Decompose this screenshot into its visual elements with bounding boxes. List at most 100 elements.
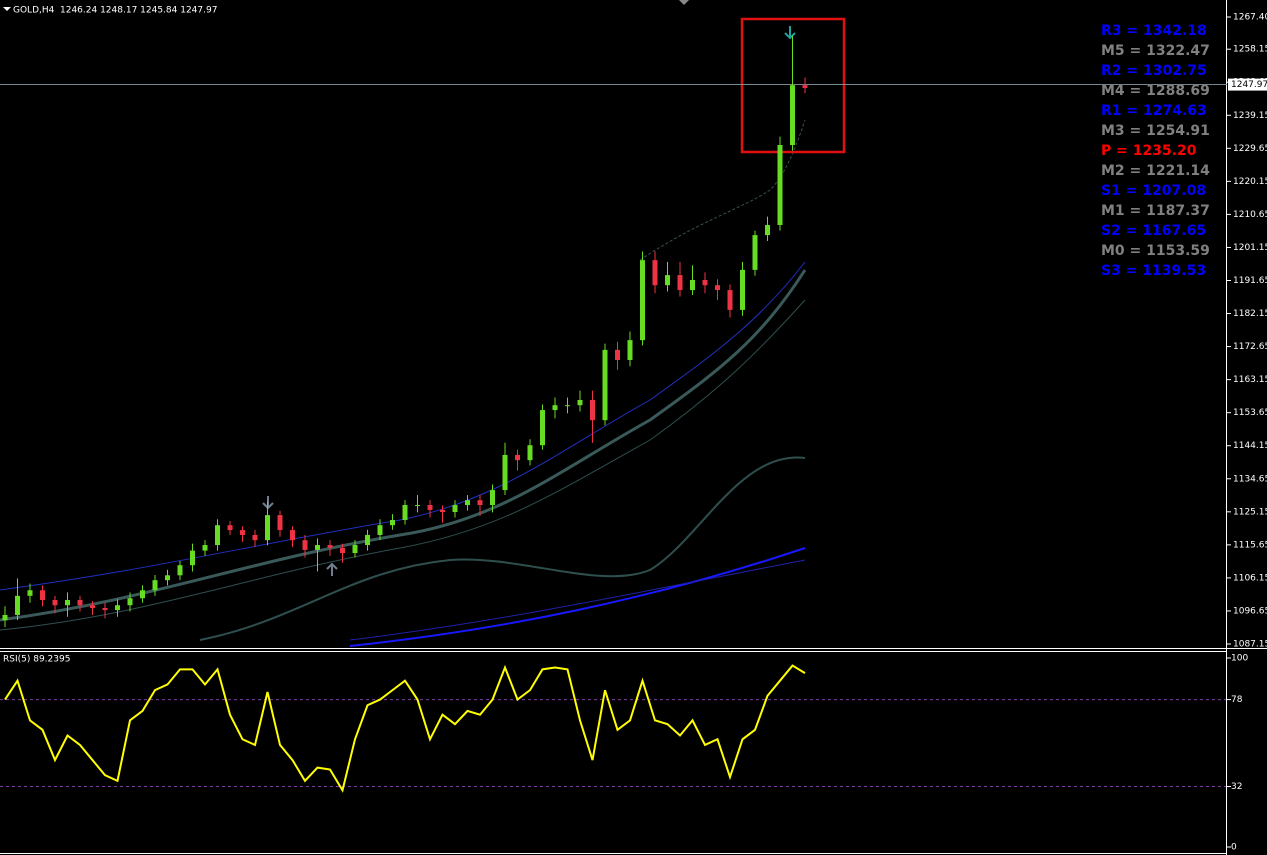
candle-body	[765, 225, 770, 236]
candle-body	[377, 525, 383, 535]
pivot-level: M2 = 1221.14	[1101, 163, 1210, 179]
candle-body	[40, 590, 45, 600]
price-tick-label: 1182.15	[1233, 309, 1267, 319]
price-tick-label: 1125.15	[1233, 507, 1267, 517]
candle-body	[677, 275, 683, 291]
candle-body	[565, 405, 570, 407]
candle-body	[127, 598, 133, 606]
candle-body	[90, 605, 95, 608]
price-tick-label: 1220.15	[1233, 177, 1267, 187]
candle-body	[265, 515, 270, 541]
candle-body	[365, 534, 370, 546]
price-tick-label: 1144.15	[1233, 441, 1267, 451]
ma-band	[0, 299, 806, 631]
candle-body	[515, 454, 520, 461]
price-tick-label: 1239.15	[1233, 111, 1267, 121]
candle-body	[540, 410, 545, 446]
ma-band	[0, 269, 807, 622]
candle-body	[790, 85, 795, 146]
candle-body	[177, 565, 183, 576]
price-tick-label: 1106.15	[1233, 573, 1267, 583]
candle-body	[152, 580, 158, 591]
candle-body	[215, 525, 220, 546]
candle-body	[227, 525, 233, 531]
candle-body	[502, 454, 508, 491]
candle-body	[327, 545, 333, 548]
price-tick-label: 1096.65	[1233, 606, 1267, 616]
rsi-line	[4, 664, 806, 793]
candle-body	[27, 590, 33, 596]
price-tick-label: 1258.15	[1233, 45, 1267, 55]
candle-body	[340, 547, 345, 554]
candle-body	[602, 349, 608, 421]
candle-body	[315, 545, 320, 550]
candle-body	[777, 145, 783, 226]
pivot-level: S2 = 1167.65	[1101, 223, 1206, 239]
candle-body	[415, 505, 420, 507]
pivot-level: M1 = 1187.37	[1101, 203, 1210, 219]
candle-body	[115, 605, 120, 611]
pivot-level: M3 = 1254.91	[1101, 123, 1210, 139]
pivot-level: S1 = 1207.08	[1101, 183, 1206, 199]
fractal-arrow	[784, 26, 796, 40]
ohlc: 1246.24 1248.17 1245.84 1247.97	[60, 6, 217, 16]
candle-body	[202, 545, 208, 551]
candle-body	[615, 349, 620, 360]
current-price-label: 1247.97	[1231, 80, 1267, 90]
candle-body	[427, 505, 433, 510]
price-tick-label: 1115.65	[1233, 540, 1267, 550]
current-price-box	[1228, 78, 1267, 91]
pivot-level: M4 = 1288.69	[1101, 83, 1210, 99]
candle-body	[252, 534, 258, 541]
rsi-tick-label: 32	[1231, 782, 1242, 792]
ma-slow	[349, 547, 806, 647]
candle-body	[390, 519, 395, 526]
price-tick-label: 1210.65	[1233, 210, 1267, 220]
price-tick-label: 1163.15	[1233, 375, 1267, 385]
pivot-level: R2 = 1302.75	[1101, 63, 1207, 79]
candle-body	[165, 575, 170, 581]
candle-body	[590, 399, 595, 421]
candle-body	[477, 500, 483, 506]
pivot-level: P = 1235.20	[1101, 143, 1197, 159]
price-tick-label: 1229.65	[1233, 144, 1267, 154]
price-tick-label: 1201.15	[1233, 243, 1267, 253]
highlight-box	[740, 17, 846, 154]
candle-body	[52, 599, 58, 606]
price-tick-label: 1191.65	[1233, 276, 1267, 286]
price-tick-label: 1134.65	[1233, 474, 1267, 484]
candle-body	[702, 279, 708, 286]
candle-body	[302, 540, 308, 550]
candle-body	[440, 509, 445, 512]
candle-body	[577, 399, 583, 406]
price-tick-label: 1153.65	[1233, 408, 1267, 418]
candle-body	[690, 279, 695, 291]
rsi-tick-label: 78	[1231, 695, 1243, 705]
price-tick-label: 1087.15	[1233, 640, 1267, 650]
candle-body	[740, 269, 745, 310]
candle-body	[452, 505, 458, 512]
ma-line	[0, 261, 806, 591]
pivot-level: R3 = 1342.18	[1101, 23, 1207, 39]
candle-body	[277, 515, 283, 531]
rsi-tick-label: 100	[1231, 654, 1248, 664]
rsi-tick-label: 0	[1231, 843, 1237, 853]
candle-body	[640, 260, 645, 341]
candle-body	[715, 285, 720, 291]
candle-body	[627, 340, 633, 360]
candle-body	[2, 614, 8, 621]
candle-body	[402, 505, 408, 520]
candle-body	[665, 275, 670, 286]
candle-body	[490, 490, 495, 506]
symbol: GOLD,H4	[13, 6, 55, 16]
candle-body	[15, 595, 20, 615]
pivot-level: M5 = 1322.47	[1101, 43, 1210, 59]
candle-body	[465, 500, 470, 506]
candle-body	[190, 550, 195, 566]
candle-body	[65, 599, 70, 606]
pivot-level: S3 = 1139.53	[1101, 263, 1206, 279]
pivot-level: R1 = 1274.63	[1101, 103, 1207, 119]
candle-body	[240, 530, 245, 535]
